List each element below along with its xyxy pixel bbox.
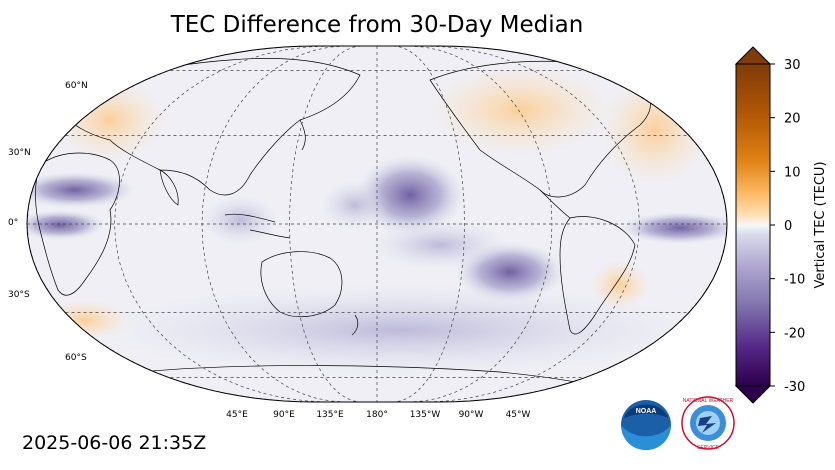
lat-label: 30°N [8,148,31,158]
colorbar-extend-max [734,46,772,65]
lon-label: 180° [366,410,388,420]
longitude-gridline [408,46,553,402]
colorbar-tick-label: -30 [784,380,805,395]
lon-label: 90°W [459,410,484,420]
colorbar-tick-label: 20 [784,112,801,127]
colorbar-ticks: 30 20 10 0 -10 -20 -30 [770,58,805,395]
lon-label: 45°W [506,410,531,420]
lon-label: 90°E [273,410,295,420]
colorbar-tick-label: 30 [784,58,801,73]
longitude-labels: 45°E 90°E 135°E 180° 135°W 90°W 45°W [226,410,530,420]
globe-outline [26,45,728,403]
globe [26,45,728,403]
lat-label: 0° [8,218,18,228]
colorbar-tick-label: 0 [784,219,792,234]
longitude-gridline [392,46,465,402]
longitude-gridline [289,46,362,402]
map-title: TEC Difference from 30-Day Median [170,12,584,38]
lat-label: 30°S [8,290,30,300]
colorbar-tick-label: -20 [784,326,805,341]
timestamp: 2025-06-06 21:35Z [22,432,207,454]
longitude-gridline [201,46,346,402]
colorbar-tick-label: -10 [784,273,805,288]
colorbar-tick-label: 10 [784,165,801,180]
lon-label: 45°E [226,410,248,420]
lon-label: 135°W [410,410,441,420]
lat-label: 60°N [65,81,88,91]
colorbar-bar [735,63,771,387]
lat-label: 60°S [65,353,87,363]
latitude-labels: 60°N 30°N 0° 30°S 60°S [8,81,88,363]
colorbar-extend-min [734,385,772,404]
colorbar-label: Vertical TEC (TECU) [813,161,828,288]
lon-label: 135°E [316,410,344,420]
